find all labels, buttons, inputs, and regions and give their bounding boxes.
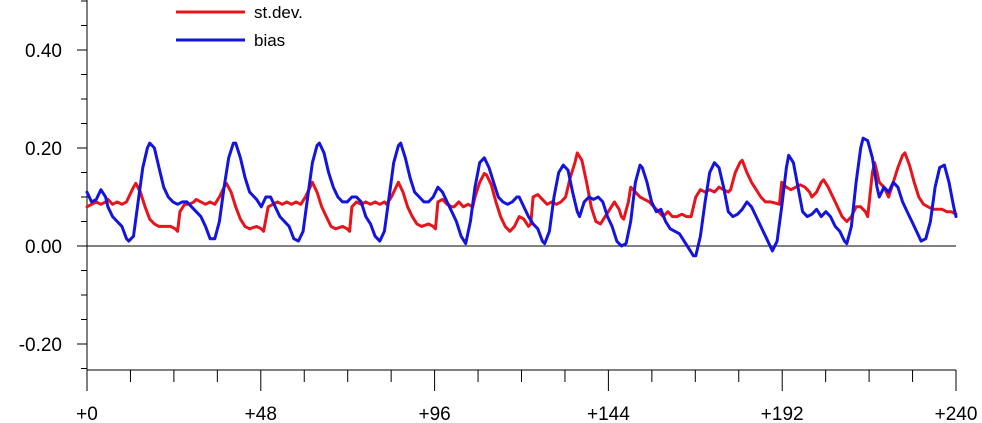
legend-label-st-dev: st.dev. — [254, 3, 303, 22]
x-tick-label: +48 — [245, 404, 277, 423]
y-tick-label: -0.20 — [19, 335, 62, 356]
x-tick-label: +0 — [76, 404, 98, 423]
legend-label-bias: bias — [254, 31, 285, 50]
series-line-bias — [85, 136, 958, 258]
axes: -0.20 0.00 0.20 0.40 +0 +48 +96 +144 +192 +240 — [19, 0, 978, 423]
x-tick-label: +96 — [418, 404, 450, 423]
x-tick-label: +144 — [587, 404, 630, 423]
y-tick-label: 0.00 — [25, 237, 62, 258]
y-tick-label: 0.40 — [25, 41, 62, 62]
series-line-st-dev — [85, 151, 958, 233]
legend: st.dev. bias — [176, 3, 303, 50]
x-tick-label: +192 — [761, 404, 804, 423]
series-layer — [85, 136, 958, 258]
y-tick-label: 0.20 — [25, 139, 62, 160]
x-tick-label: +240 — [935, 404, 978, 423]
